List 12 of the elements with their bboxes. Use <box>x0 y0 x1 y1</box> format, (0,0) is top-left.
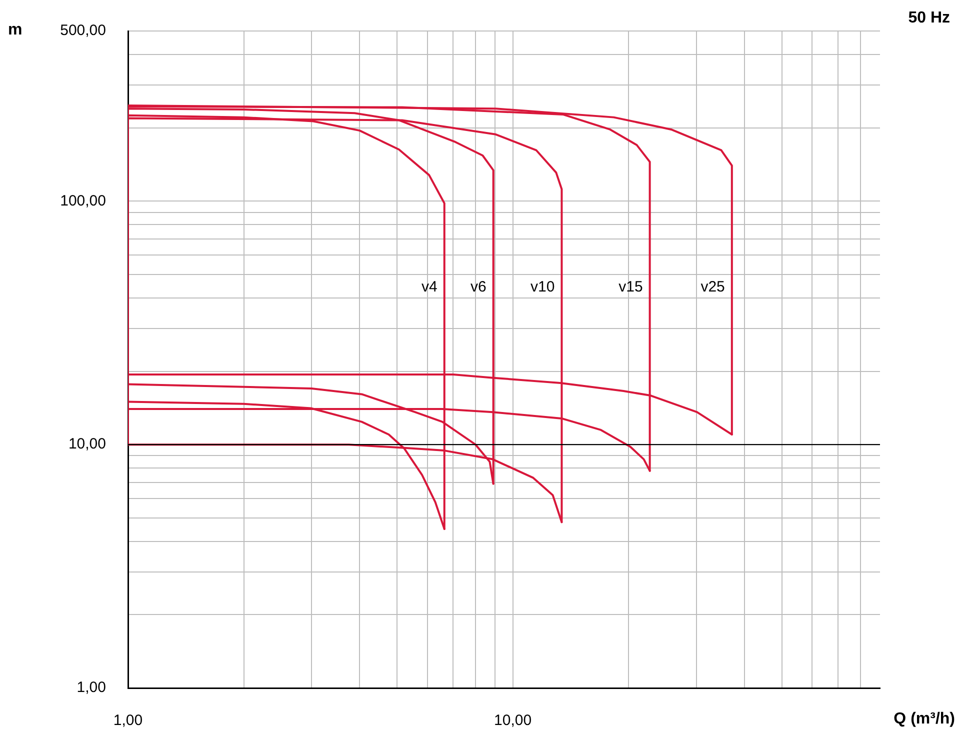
series-label: v10 <box>530 278 555 296</box>
series-label: v4 <box>422 278 438 296</box>
y-tick-label: 100,00 <box>60 192 106 210</box>
y-tick-label: 10,00 <box>68 436 106 453</box>
y-tick-label: 1,00 <box>76 679 106 696</box>
y-axis-title: m <box>8 21 22 38</box>
series-label: v6 <box>470 278 486 296</box>
series-label: v15 <box>618 278 643 296</box>
y-tick-label: 500,00 <box>60 22 106 40</box>
text: 50 Hz <box>908 9 950 26</box>
x-axis-title: Q (m³/h) <box>894 710 955 728</box>
series-label: v25 <box>700 278 725 296</box>
